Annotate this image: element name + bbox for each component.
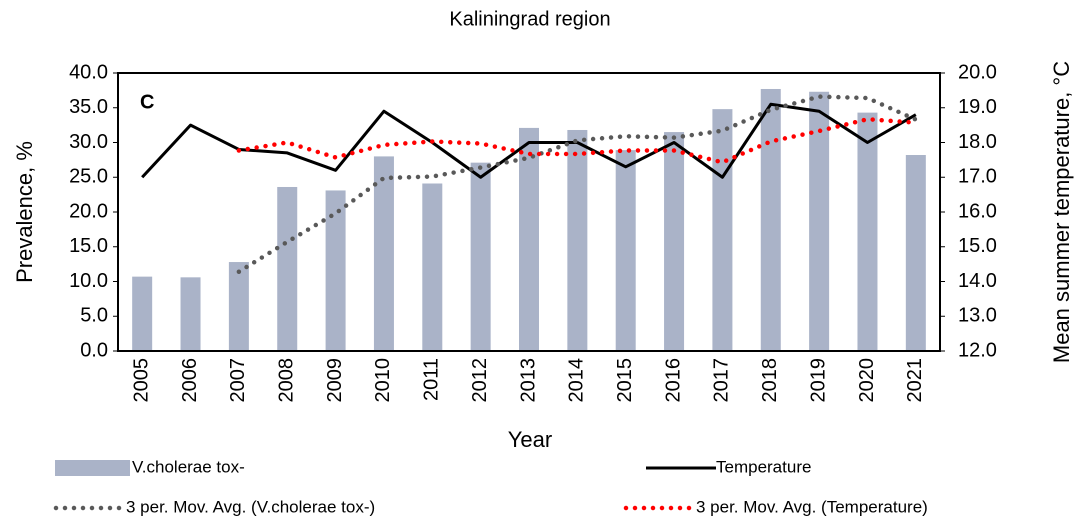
y-tick-label: 5.0	[80, 305, 108, 327]
moving-average-line	[236, 116, 919, 165]
bar	[905, 155, 926, 351]
bar	[373, 156, 394, 351]
y-tick-label: 30.0	[69, 131, 108, 153]
x-axis-label: Year	[508, 427, 552, 452]
x-tick-label: 2020	[856, 358, 878, 403]
bar	[470, 162, 491, 351]
y-tick-label: 35.0	[69, 96, 108, 118]
x-tick-label: 2009	[324, 358, 346, 403]
legend-label: V.cholerae tox-	[132, 457, 245, 476]
bar	[325, 190, 346, 351]
x-tick-label: 2013	[517, 358, 539, 403]
x-tick-label: 2012	[469, 358, 491, 403]
y2-tick-label: 16.0	[958, 200, 997, 222]
y2-tick-label: 12.0	[958, 339, 997, 361]
x-tick-label: 2018	[759, 358, 781, 403]
y2-tick-label: 20.0	[958, 61, 997, 83]
bar	[519, 127, 539, 351]
y-tick-label: 40.0	[69, 61, 108, 83]
moving-average-line	[236, 94, 919, 275]
y2-axis-label: Mean summer temperature, °C	[1049, 61, 1074, 363]
bar	[277, 186, 298, 351]
legend-label: Temperature	[716, 457, 811, 476]
x-tick-label: 2017	[711, 358, 733, 403]
y-tick-label: 20.0	[69, 200, 108, 222]
x-tick-label: 2007	[227, 358, 249, 403]
legend-swatch	[55, 460, 130, 476]
x-tick-label: 2005	[130, 358, 152, 403]
y-tick-label: 25.0	[69, 166, 108, 188]
y-axis-label: Prevalence, %	[12, 141, 37, 283]
y-tick-label: 15.0	[69, 235, 108, 257]
plot-frame	[117, 72, 941, 352]
bar	[132, 276, 153, 351]
y2-tick-label: 18.0	[958, 131, 997, 153]
chart-title: Kaliningrad region	[449, 8, 610, 30]
bar	[422, 183, 443, 351]
legend-label: 3 per. Mov. Avg. (V.cholerae tox-)	[126, 497, 375, 516]
legend-label: 3 per. Mov. Avg. (Temperature)	[696, 497, 928, 516]
panel-annotation: C	[140, 91, 154, 113]
x-tick-label: 2015	[614, 358, 636, 403]
bar	[567, 129, 588, 351]
bar	[760, 88, 781, 352]
y2-tick-label: 19.0	[958, 96, 997, 118]
y2-tick-label: 13.0	[958, 305, 997, 327]
x-tick-label: 2010	[372, 358, 394, 403]
bar	[712, 109, 733, 351]
x-tick-label: 2014	[566, 358, 588, 403]
y-tick-label: 0.0	[80, 339, 108, 361]
x-tick-label: 2006	[179, 358, 201, 403]
bar	[180, 277, 201, 351]
x-tick-label: 2019	[807, 358, 829, 403]
x-tick-label: 2016	[662, 358, 684, 403]
y2-tick-label: 14.0	[958, 270, 997, 292]
bar	[857, 112, 878, 352]
y-tick-label: 10.0	[69, 270, 108, 292]
x-tick-label: 2021	[904, 358, 926, 403]
bar	[615, 150, 636, 351]
x-tick-label: 2008	[276, 358, 298, 403]
y2-tick-label: 15.0	[958, 235, 997, 257]
y2-tick-label: 17.0	[958, 166, 997, 188]
bar	[664, 132, 685, 351]
bar	[228, 262, 249, 351]
bar	[809, 91, 830, 351]
x-tick-label: 2011	[421, 358, 443, 401]
